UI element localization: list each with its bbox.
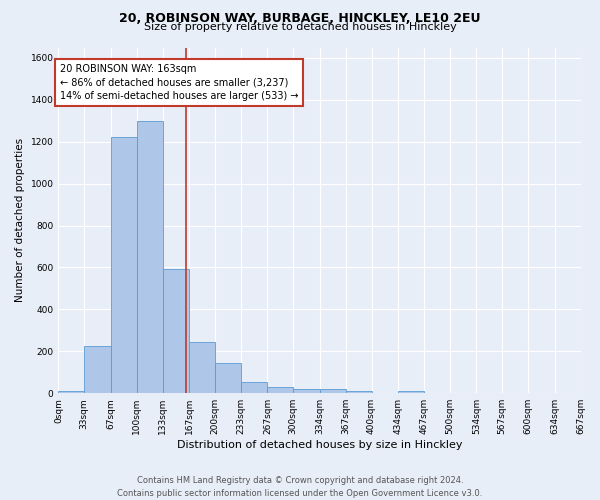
Bar — [268, 387, 293, 393]
Bar — [346, 390, 371, 393]
Text: Contains HM Land Registry data © Crown copyright and database right 2024.
Contai: Contains HM Land Registry data © Crown c… — [118, 476, 482, 498]
Bar — [111, 136, 137, 393]
Bar — [241, 382, 268, 393]
Bar — [84, 346, 111, 393]
Text: 20, ROBINSON WAY, BURBAGE, HINCKLEY, LE10 2EU: 20, ROBINSON WAY, BURBAGE, HINCKLEY, LE1… — [119, 12, 481, 26]
Bar — [163, 268, 189, 393]
Text: Size of property relative to detached houses in Hinckley: Size of property relative to detached ho… — [143, 22, 457, 32]
Bar — [137, 121, 163, 393]
Y-axis label: Number of detached properties: Number of detached properties — [15, 138, 25, 302]
Bar — [320, 388, 346, 393]
Bar — [189, 342, 215, 393]
Bar — [215, 363, 241, 393]
X-axis label: Distribution of detached houses by size in Hinckley: Distribution of detached houses by size … — [177, 440, 462, 450]
Text: 20 ROBINSON WAY: 163sqm
← 86% of detached houses are smaller (3,237)
14% of semi: 20 ROBINSON WAY: 163sqm ← 86% of detache… — [60, 64, 298, 100]
Bar — [58, 391, 84, 393]
Bar — [293, 388, 320, 393]
Bar — [398, 391, 424, 393]
